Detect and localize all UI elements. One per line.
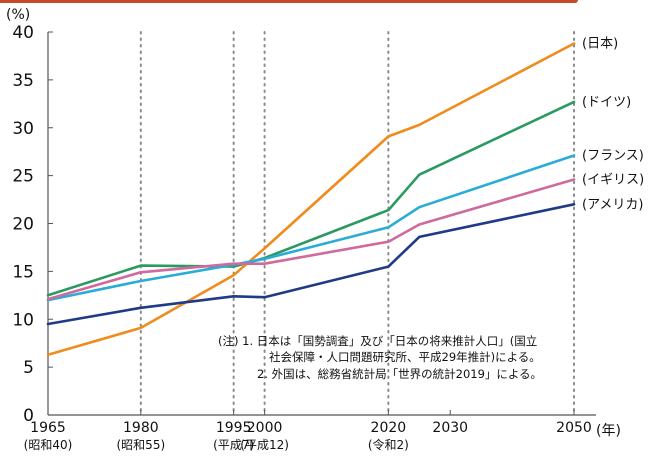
y-tick-label: 20 (12, 215, 34, 235)
series-line-3 (46, 178, 576, 301)
x-tick-label: 2020 (371, 420, 407, 436)
x-tick-label: 1995 (216, 420, 252, 436)
x-era-label: (平成12) (240, 438, 289, 452)
x-axis-unit: (年) (596, 423, 621, 439)
x-tick-label: 2000 (247, 420, 283, 436)
y-tick-label: 5 (23, 358, 34, 378)
header-accent-bar (0, 0, 578, 3)
note-line-3: 2. 外国は、総務省統計局「世界の統計2019」による。 (257, 367, 542, 381)
series-line-2 (46, 154, 576, 302)
note-line-2: 社会保障・人口問題研究所、平成29年推計)による。 (269, 350, 541, 364)
series-label-0: (日本) (582, 36, 618, 51)
y-tick-label: 35 (12, 71, 34, 91)
x-era-label: (令和2) (368, 437, 409, 452)
series-line-0 (46, 42, 576, 356)
x-era-label: (昭和40) (24, 438, 73, 452)
y-tick-label: 30 (12, 119, 34, 139)
x-tick-label: 2050 (556, 420, 592, 436)
y-tick-label: 40 (12, 23, 34, 43)
series-label-1: (ドイツ) (582, 95, 631, 110)
series-label-4: (アメリカ) (582, 197, 644, 212)
x-tick-label: 1965 (30, 420, 66, 436)
y-tick-label: 0 (23, 406, 34, 426)
y-axis-unit: (%) (6, 7, 30, 23)
x-tick-label: 1980 (123, 420, 159, 436)
series-label-2: (フランス) (582, 149, 644, 164)
y-tick-label: 10 (12, 310, 34, 330)
note-line-1: (注) 1. 日本は「国勢調査」及び「日本の将来推計人口」(国立 (218, 334, 537, 348)
y-tick-label: 25 (12, 167, 34, 187)
series-line-1 (46, 100, 576, 297)
series-label-3: (イギリス) (582, 172, 644, 187)
x-tick-label: 2030 (432, 420, 468, 436)
y-tick-label: 15 (12, 262, 34, 282)
x-era-label: (昭和55) (117, 438, 166, 452)
x-era-label: (平成7) (213, 438, 254, 452)
series-line-4 (46, 203, 576, 326)
